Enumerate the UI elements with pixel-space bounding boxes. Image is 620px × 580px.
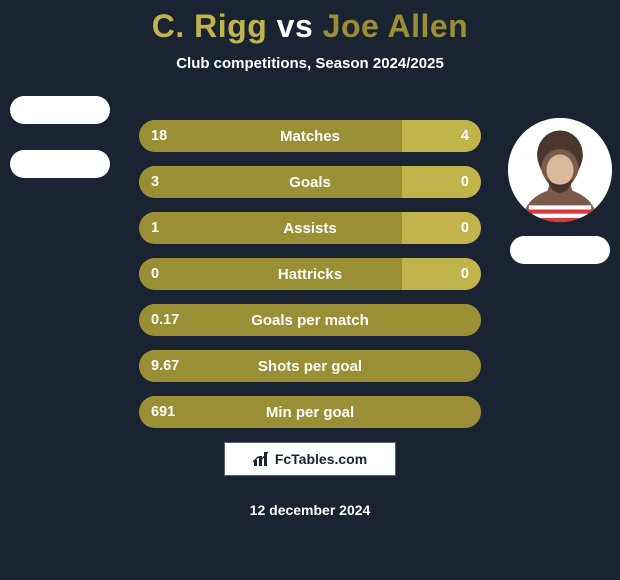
vs-text: vs [277, 8, 314, 44]
stat-value-left: 691 [151, 404, 175, 420]
stat-fill-left [139, 212, 402, 244]
player1-column [0, 118, 120, 178]
stat-value-right: 0 [461, 220, 469, 236]
stat-bar: 0 0 Hattricks [139, 258, 481, 290]
stat-fill-left [139, 120, 402, 152]
stat-fill-right [402, 166, 481, 198]
player1-flag [10, 150, 110, 178]
date-text: 12 december 2024 [250, 502, 371, 518]
stat-label: Goals [289, 174, 331, 191]
player1-name: C. Rigg [152, 8, 267, 44]
stat-label: Matches [280, 128, 340, 145]
stat-fill-right [402, 258, 481, 290]
stat-bar: 3 0 Goals [139, 166, 481, 198]
stat-label: Min per goal [266, 404, 354, 421]
stat-bar: 18 4 Matches [139, 120, 481, 152]
stat-bar: 1 0 Assists [139, 212, 481, 244]
stat-value-left: 9.67 [151, 358, 179, 374]
stat-bar: 9.67 Shots per goal [139, 350, 481, 382]
stat-bar: 0.17 Goals per match [139, 304, 481, 336]
avatar-silhouette-icon [508, 118, 612, 222]
player1-avatar-placeholder [10, 96, 110, 124]
stat-bar: 691 Min per goal [139, 396, 481, 428]
brand-box: FcTables.com [224, 442, 396, 476]
stat-value-left: 0.17 [151, 312, 179, 328]
comparison-title: C. Rigg vs Joe Allen [0, 0, 620, 45]
stat-fill-left [139, 258, 402, 290]
stat-value-left: 18 [151, 128, 167, 144]
player2-flag [510, 236, 610, 264]
player2-column [500, 118, 620, 264]
stat-label: Shots per goal [258, 358, 362, 375]
stats-bars: 18 4 Matches 3 0 Goals 1 0 Assists 0 0 Hattricks 0.1… [139, 120, 481, 428]
stat-value-left: 1 [151, 220, 159, 236]
stat-fill-right [402, 212, 481, 244]
stat-value-left: 0 [151, 266, 159, 282]
subtitle: Club competitions, Season 2024/2025 [0, 55, 620, 72]
brand-text: FcTables.com [275, 451, 367, 467]
chart-icon [253, 451, 269, 467]
stat-fill-right [402, 120, 481, 152]
stat-value-right: 0 [461, 266, 469, 282]
stat-fill-left [139, 166, 402, 198]
stat-value-left: 3 [151, 174, 159, 190]
player2-name: Joe Allen [323, 8, 469, 44]
stat-value-right: 4 [461, 128, 469, 144]
stat-label: Goals per match [251, 312, 369, 329]
player2-avatar [508, 118, 612, 222]
stat-value-right: 0 [461, 174, 469, 190]
stat-label: Assists [283, 220, 336, 237]
stat-label: Hattricks [278, 266, 342, 283]
